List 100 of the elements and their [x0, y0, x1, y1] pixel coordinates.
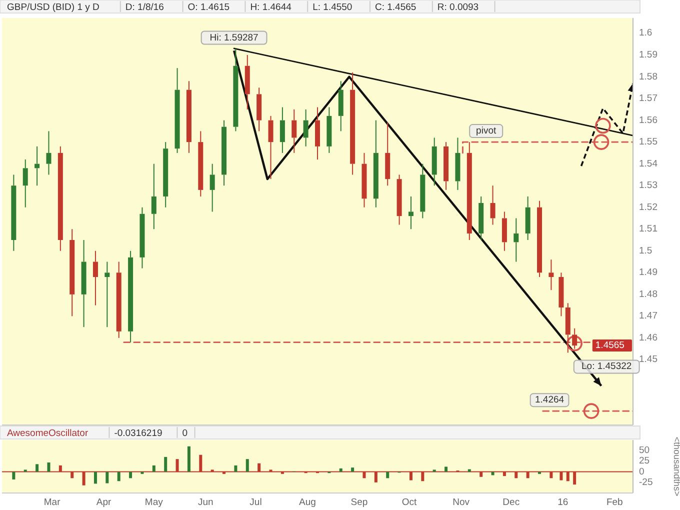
candlestick	[502, 211, 507, 252]
candlestick	[514, 218, 519, 262]
y-tick-label: 1.56	[639, 114, 658, 126]
candlestick	[163, 142, 168, 208]
chart-title: AwesomeOscillator	[7, 428, 88, 439]
candlestick	[104, 261, 110, 328]
y-tick-label: 1.47	[639, 310, 658, 322]
bar	[36, 464, 39, 472]
candlestick	[140, 206, 145, 269]
candlestick	[233, 48, 238, 132]
candlestick	[244, 54, 250, 110]
annotation: Hi: 1.59287	[210, 32, 258, 44]
text: L: 1.4550	[312, 2, 352, 13]
bar	[351, 468, 354, 472]
candlestick	[315, 106, 320, 160]
y-tick-label: 1.58	[639, 71, 658, 82]
text: 0	[182, 428, 188, 439]
candlestick	[444, 142, 449, 190]
annotation: 1.4565	[595, 340, 624, 352]
candlestick	[490, 185, 496, 226]
y-tick-label: -25	[639, 476, 653, 488]
candlestick	[537, 200, 542, 278]
y-tick-label: 1.52	[639, 202, 658, 213]
candlestick	[22, 158, 28, 208]
bar	[129, 472, 132, 478]
candlestick	[58, 146, 63, 252]
text: -0.0316219	[114, 428, 162, 439]
candlestick	[565, 302, 570, 354]
bar	[468, 469, 471, 472]
text: C: 1.4565	[375, 2, 416, 13]
x-tick-label: Dec	[502, 497, 520, 508]
candlestick	[128, 250, 134, 343]
y-tick-label: 50	[639, 445, 650, 456]
y-tick-label: 1.5	[639, 245, 652, 256]
x-tick-label: Jun	[198, 497, 214, 508]
candlestick	[92, 250, 98, 306]
bar	[339, 468, 342, 472]
candlestick	[81, 240, 86, 328]
candlestick	[222, 120, 227, 186]
x-tick-label: Nov	[452, 497, 470, 508]
bar	[117, 472, 120, 482]
candlestick	[455, 137, 460, 190]
candlestick	[408, 196, 414, 230]
candlestick	[280, 106, 285, 154]
y-tick-label: 0	[639, 466, 644, 478]
candlestick	[432, 137, 437, 186]
bar	[152, 465, 156, 472]
candlestick	[466, 142, 472, 240]
y-tick-label: 1.45	[639, 354, 658, 366]
candlestick	[151, 163, 156, 230]
candlestick	[198, 130, 204, 197]
candlestick	[558, 272, 564, 317]
y-tick-label: 1.55	[639, 136, 658, 148]
bar	[246, 459, 249, 472]
x-tick-label: Mar	[44, 497, 60, 508]
candlestick	[210, 163, 215, 212]
candlestick	[548, 259, 554, 291]
candlestick	[303, 108, 308, 147]
x-tick-label: Oct	[402, 497, 418, 508]
candlestick	[396, 174, 402, 226]
candlestick	[525, 196, 530, 240]
candlestick	[420, 163, 426, 219]
x-tick-label: Apr	[96, 497, 112, 508]
x-tick-label: Feb	[606, 497, 623, 508]
y-tick-label: 1.48	[639, 288, 658, 300]
text: O: 1.4615	[188, 2, 230, 13]
y-tick-label: 1.49	[639, 267, 658, 278]
bar	[47, 462, 50, 472]
y-tick-label: 1.54	[639, 158, 658, 170]
y-tick-label: 1.59	[639, 50, 658, 60]
y-tick-label: 25	[639, 456, 650, 467]
y-tick-label: 1.46	[639, 332, 658, 344]
candlestick	[268, 115, 274, 180]
x-tick-label: May	[144, 497, 164, 508]
x-tick-label: 16	[558, 497, 568, 508]
candlestick	[186, 80, 192, 154]
candlestick	[34, 146, 40, 186]
y-tick-label: 1.53	[639, 180, 658, 192]
candlestick	[256, 87, 262, 132]
bar	[386, 472, 390, 478]
candlestick	[478, 196, 484, 240]
candlestick	[292, 108, 297, 154]
candlestick	[174, 68, 180, 154]
y-tick-label: 1.57	[639, 93, 658, 104]
text: H: 1.4644	[250, 2, 292, 13]
candlestick	[385, 122, 390, 186]
candlestick	[46, 130, 52, 176]
annotation: pivot	[476, 126, 496, 137]
annotation: Lo: 1.45322	[582, 361, 632, 372]
bar	[12, 472, 16, 480]
bar	[94, 472, 97, 484]
candlestick	[11, 174, 16, 252]
candlestick	[572, 328, 578, 350]
candlestick	[362, 152, 367, 208]
bar	[444, 466, 448, 472]
candlestick	[70, 228, 75, 317]
candlestick	[116, 261, 122, 338]
y-tick-label: 1.51	[639, 224, 658, 235]
candlestick	[350, 72, 356, 176]
chart-title: GBP/USD (BID) 1 y D	[7, 2, 100, 13]
